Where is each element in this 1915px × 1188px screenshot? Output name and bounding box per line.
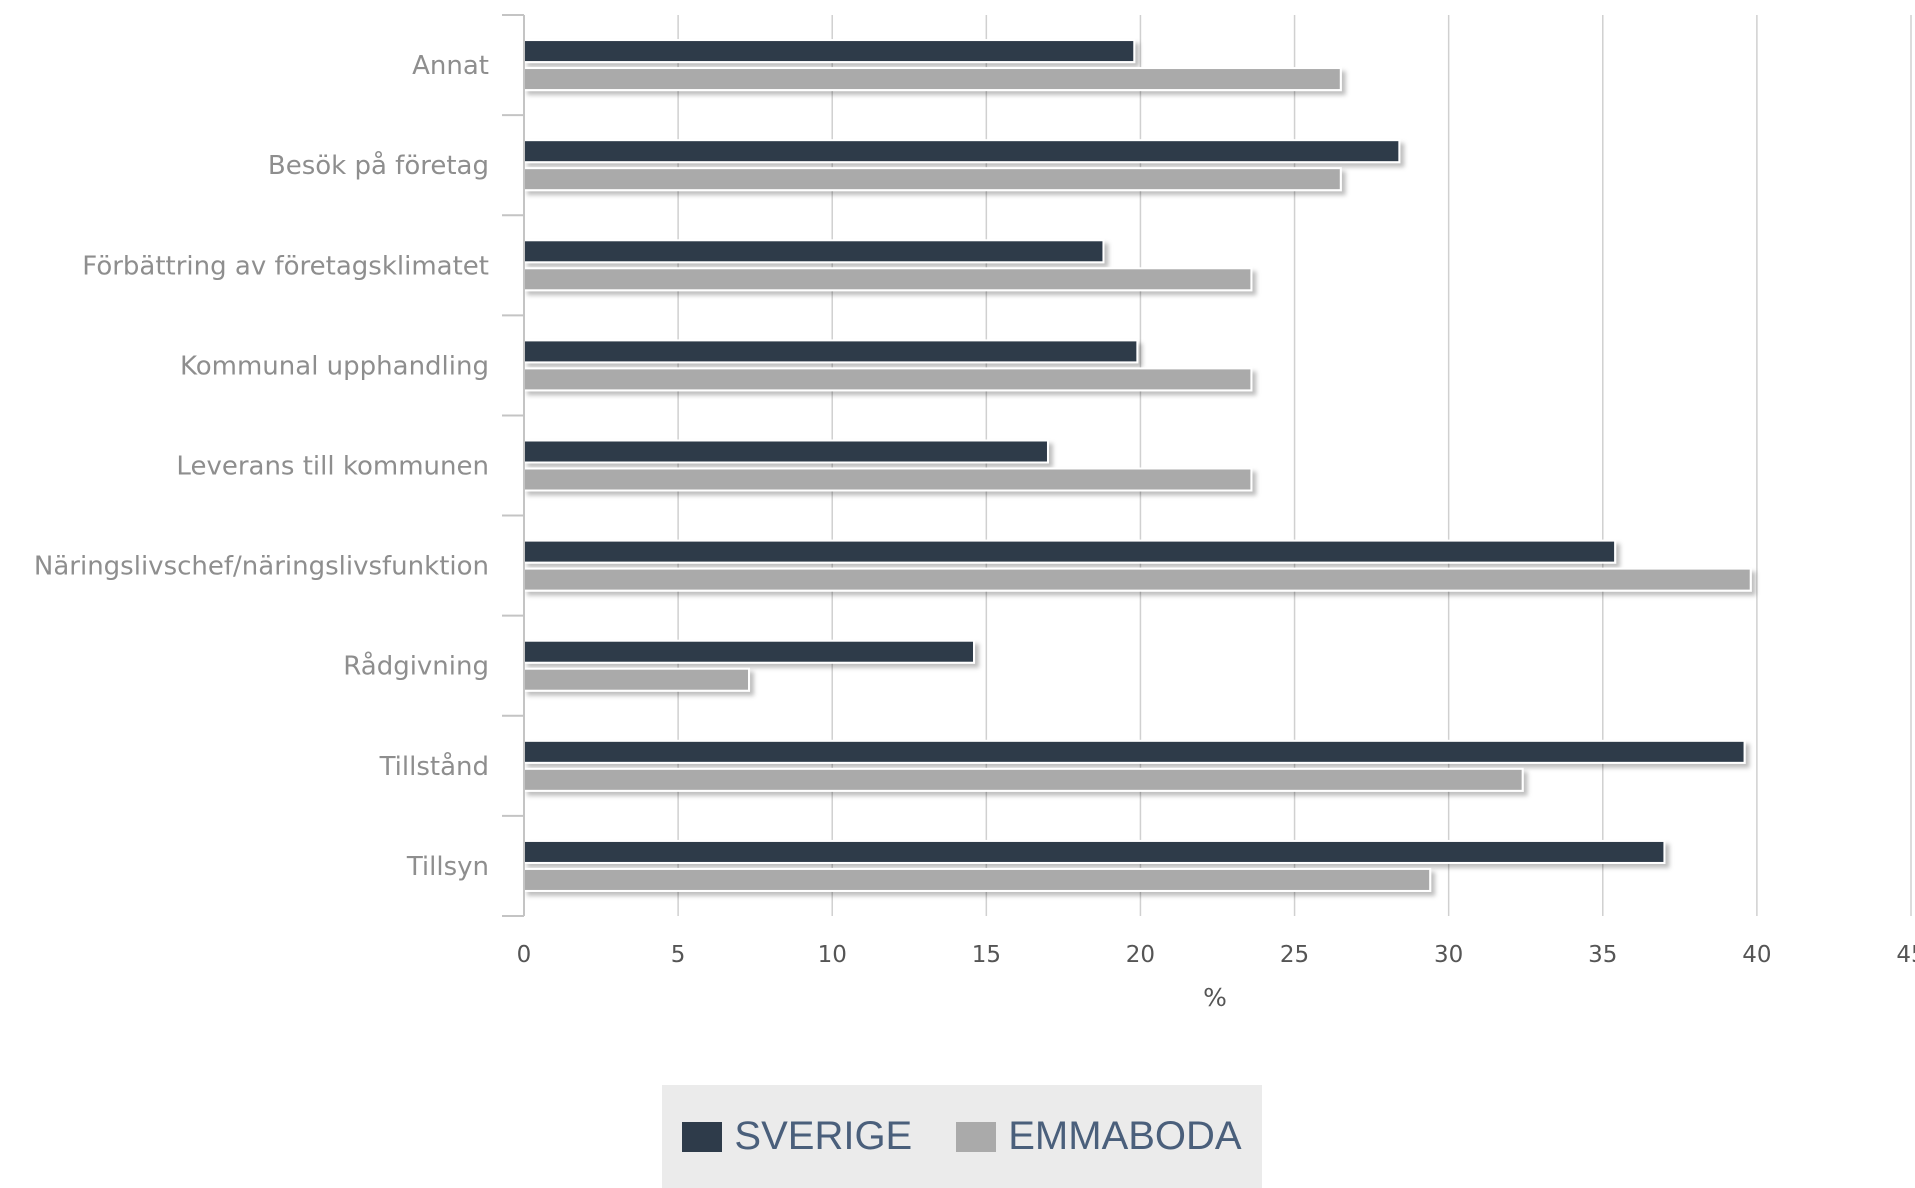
x-tick-label: 35 bbox=[1588, 942, 1617, 968]
category-label: Näringslivschef/näringslivsfunktion bbox=[34, 552, 489, 582]
bar-sverige bbox=[523, 139, 1401, 164]
x-tick-label: 25 bbox=[1280, 942, 1309, 968]
x-tick-label: 40 bbox=[1742, 942, 1771, 968]
bars bbox=[523, 39, 1752, 892]
bar-sverige bbox=[523, 239, 1105, 264]
legend-label-emmaboda: EMMABODA bbox=[1008, 1114, 1242, 1158]
category-label: Tillstånd bbox=[379, 751, 489, 782]
bar-sverige bbox=[523, 839, 1666, 864]
category-label: Förbättring av företagsklimatet bbox=[82, 251, 489, 281]
category-label: Kommunal upphandling bbox=[180, 351, 489, 381]
bar-emmaboda bbox=[523, 867, 1432, 892]
bar-emmaboda bbox=[523, 767, 1524, 792]
x-tick-label: 30 bbox=[1434, 942, 1463, 968]
category-label: Annat bbox=[412, 51, 489, 81]
legend-label-sverige: SVERIGE bbox=[734, 1114, 913, 1158]
x-tick-label: 0 bbox=[517, 942, 532, 968]
bar-emmaboda bbox=[523, 367, 1253, 392]
bar-emmaboda bbox=[523, 667, 751, 692]
bar-emmaboda bbox=[523, 67, 1342, 92]
category-label: Leverans till kommunen bbox=[176, 452, 489, 482]
bar-emmaboda bbox=[523, 567, 1752, 592]
bar-sverige bbox=[523, 639, 976, 664]
x-tick-label: 5 bbox=[671, 942, 686, 968]
category-label: Besök på företag bbox=[268, 150, 489, 181]
axes: 0 5 10 15 20 25 30 35 40 45 Annat Besök på företag F… bbox=[34, 14, 1915, 968]
gridlines bbox=[677, 15, 1912, 916]
legend-item-sverige[interactable]: SVERIGE bbox=[682, 1114, 912, 1159]
legend: SVERIGE EMMABODA bbox=[662, 1085, 1262, 1188]
legend-swatch-emmaboda bbox=[956, 1121, 997, 1152]
x-tick-label: 10 bbox=[818, 942, 847, 968]
x-tick-label: 20 bbox=[1126, 942, 1155, 968]
bar-sverige bbox=[523, 39, 1136, 64]
x-axis-title: % bbox=[1203, 983, 1227, 1012]
bar-emmaboda bbox=[523, 167, 1342, 192]
category-label: Tillsyn bbox=[406, 852, 489, 882]
x-tick-label: 15 bbox=[972, 942, 1001, 968]
bar-sverige bbox=[523, 339, 1139, 364]
bar-emmaboda bbox=[523, 467, 1253, 492]
bar-sverige bbox=[523, 539, 1617, 564]
legend-swatch-sverige bbox=[682, 1121, 723, 1152]
legend-item-emmaboda[interactable]: EMMABODA bbox=[956, 1114, 1242, 1159]
bar-chart: 0 5 10 15 20 25 30 35 40 45 Annat Besök på företag F… bbox=[34, 14, 1915, 1012]
bar-sverige bbox=[523, 739, 1746, 764]
category-label: Rådgivning bbox=[343, 651, 489, 682]
x-tick-label: 45 bbox=[1896, 942, 1915, 968]
bar-emmaboda bbox=[523, 267, 1253, 292]
bar-sverige bbox=[523, 439, 1049, 464]
